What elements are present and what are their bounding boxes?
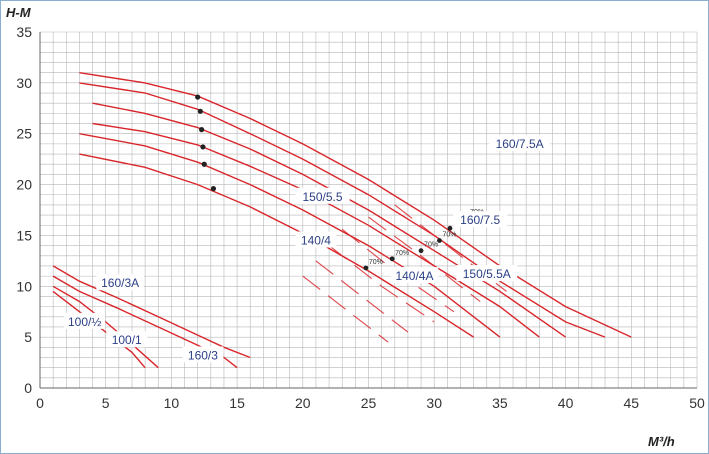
efficiency-point-marker xyxy=(418,248,424,254)
curve-label: 150/5.5 xyxy=(302,190,342,204)
series-line xyxy=(52,265,251,359)
series-line xyxy=(79,72,632,338)
curve-label-background xyxy=(64,312,106,329)
series-line xyxy=(52,285,159,369)
efficiency-segment xyxy=(315,260,409,333)
curve-label-background xyxy=(390,267,439,284)
best-efficiency-marker xyxy=(195,94,201,100)
curve-label-group: 160/7.5 xyxy=(453,211,508,228)
curve-label-background xyxy=(106,331,148,348)
efficiency-point-label: 70% xyxy=(395,250,409,257)
y-tick-label: 25 xyxy=(16,126,32,142)
curve-label-background xyxy=(456,265,518,282)
efficiency-point-marker xyxy=(437,238,442,243)
curve-label: 100/½ xyxy=(68,315,101,329)
x-tick-label: 40 xyxy=(558,395,574,411)
curve-label: 160/7.5A xyxy=(496,137,544,151)
series-line xyxy=(52,275,238,369)
y-tick-label: 0 xyxy=(24,380,32,396)
curve-label-background xyxy=(182,346,224,363)
y-tick-label: 5 xyxy=(24,329,32,345)
series-line xyxy=(52,290,146,369)
y-tick-label: 30 xyxy=(16,75,32,91)
x-tick-label: 20 xyxy=(295,395,311,411)
curve-label-group: 150/5.5A xyxy=(456,265,518,282)
curve-label-background xyxy=(96,274,144,291)
efficiency-segment xyxy=(368,216,481,302)
curve-label-group: 150/5.5 xyxy=(295,187,350,204)
efficiency-point-label: 70% xyxy=(369,259,383,266)
y-tick-label: 10 xyxy=(16,278,32,294)
efficiency-point-marker xyxy=(447,225,453,231)
best-efficiency-marker xyxy=(210,186,217,192)
curve-label: 140/4 xyxy=(301,234,331,248)
curve-label: 160/3 xyxy=(188,348,218,362)
curve-label-group: 160/3A xyxy=(96,274,144,291)
x-axis-title: M³/h xyxy=(648,434,675,449)
curve-label-background xyxy=(453,211,508,228)
x-tick-label: 45 xyxy=(624,395,640,411)
best-efficiency-marker xyxy=(199,127,205,133)
x-tick-label: 25 xyxy=(361,395,377,411)
curve-label: 160/3A xyxy=(101,276,139,290)
series-line xyxy=(79,153,474,338)
curve-label: 140/4A xyxy=(395,269,433,283)
curve-label-layer: 160/7.5A 160/7.5 150/5.5 150/5.5A 140/4 140/4… xyxy=(64,134,551,363)
curve-label-background xyxy=(295,187,350,204)
y-axis-title: H-M xyxy=(6,5,32,20)
efficiency-point-label: 70% xyxy=(442,232,456,239)
best-efficiency-marker xyxy=(200,144,206,150)
axes xyxy=(39,32,697,389)
y-tick-label: 35 xyxy=(16,24,32,40)
best-efficiency-marker xyxy=(201,161,207,167)
x-tick-label: 35 xyxy=(492,395,508,411)
tick-label-layer: 0 5 10 15 20 25 30 35 40 45 50 0 5 10 15 20 25 30 35 xyxy=(16,24,705,411)
best-efficiency-marker xyxy=(197,108,203,114)
x-tick-label: 15 xyxy=(229,395,245,411)
efficiency-segment xyxy=(328,245,435,323)
x-tick-label: 0 xyxy=(36,395,44,411)
x-tick-label: 10 xyxy=(164,395,180,411)
x-tick-label: 5 xyxy=(102,395,110,411)
series-line xyxy=(79,82,606,338)
efficiency-segment xyxy=(302,275,389,343)
x-tick-label: 30 xyxy=(426,395,442,411)
x-tick-label: 50 xyxy=(689,395,705,411)
curve-label-background xyxy=(489,134,551,151)
curve-label: 100/1 xyxy=(112,333,142,347)
curve-label-group: 100/½ xyxy=(64,312,106,329)
efficiency-point-label: 70% xyxy=(424,242,438,249)
curve-label-group: 140/4 xyxy=(295,231,337,248)
y-tick-label: 15 xyxy=(16,227,32,243)
curve-label: 150/5.5A xyxy=(463,267,511,281)
grid xyxy=(39,31,698,389)
efficiency-point-marker xyxy=(389,256,395,262)
y-tick-label: 20 xyxy=(16,177,32,193)
curve-label-group: 100/1 xyxy=(106,331,148,348)
efficiency-point-marker xyxy=(363,265,369,271)
curve-label-group: 140/4A xyxy=(390,267,439,284)
curve-label: 160/7.5 xyxy=(460,213,500,227)
curve-label-group: 160/7.5A xyxy=(489,134,551,151)
curve-label-group: 160/3 xyxy=(182,346,224,363)
curve-label-background xyxy=(295,231,337,248)
